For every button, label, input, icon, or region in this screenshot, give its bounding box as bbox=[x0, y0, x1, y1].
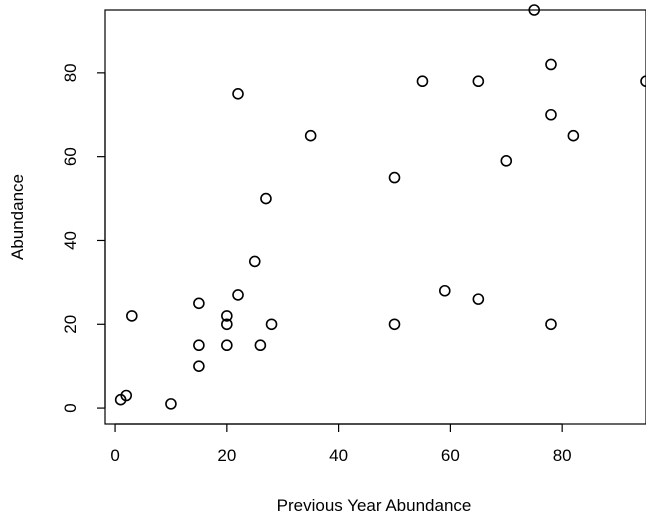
y-tick-label: 80 bbox=[61, 63, 80, 82]
data-point bbox=[193, 360, 205, 372]
y-tick-label: 60 bbox=[61, 147, 80, 166]
data-points bbox=[114, 4, 646, 410]
data-point bbox=[126, 310, 138, 322]
data-point bbox=[248, 255, 261, 268]
plot-frame bbox=[104, 9, 646, 425]
data-point bbox=[545, 108, 557, 121]
data-point bbox=[388, 318, 401, 331]
y-tick-label: 40 bbox=[61, 231, 80, 250]
data-point bbox=[640, 75, 646, 88]
data-point bbox=[567, 129, 580, 142]
data-point bbox=[260, 192, 272, 205]
data-point bbox=[221, 339, 233, 352]
data-point bbox=[254, 339, 267, 352]
data-point bbox=[193, 339, 205, 352]
y-axis: 0 20 40 60 80 bbox=[61, 63, 106, 413]
x-tick-label: 20 bbox=[217, 446, 236, 465]
data-point bbox=[193, 297, 205, 310]
x-axis: 0 20 40 60 80 bbox=[110, 423, 572, 465]
y-tick-label: 0 bbox=[61, 403, 80, 412]
data-point bbox=[472, 293, 485, 305]
y-tick-label: 20 bbox=[61, 315, 80, 334]
data-point bbox=[265, 318, 278, 331]
data-point bbox=[545, 58, 557, 71]
data-point bbox=[439, 284, 451, 297]
x-tick-label: 80 bbox=[553, 446, 572, 465]
data-point bbox=[120, 389, 133, 402]
data-point bbox=[388, 171, 401, 184]
data-point bbox=[232, 88, 244, 100]
x-tick-label: 60 bbox=[441, 446, 460, 465]
data-point bbox=[500, 155, 513, 167]
x-tick-label: 0 bbox=[110, 446, 119, 465]
x-axis-title: Previous Year Abundance bbox=[277, 496, 472, 515]
data-point bbox=[472, 75, 485, 88]
y-axis-title: Abundance bbox=[8, 174, 27, 260]
data-point bbox=[545, 318, 557, 331]
data-point bbox=[221, 310, 233, 322]
data-point bbox=[304, 129, 317, 142]
data-point bbox=[232, 289, 244, 301]
data-point bbox=[221, 318, 233, 331]
x-tick-label: 40 bbox=[329, 446, 348, 465]
data-point bbox=[528, 4, 541, 16]
data-point bbox=[165, 398, 177, 410]
data-point bbox=[416, 75, 429, 88]
